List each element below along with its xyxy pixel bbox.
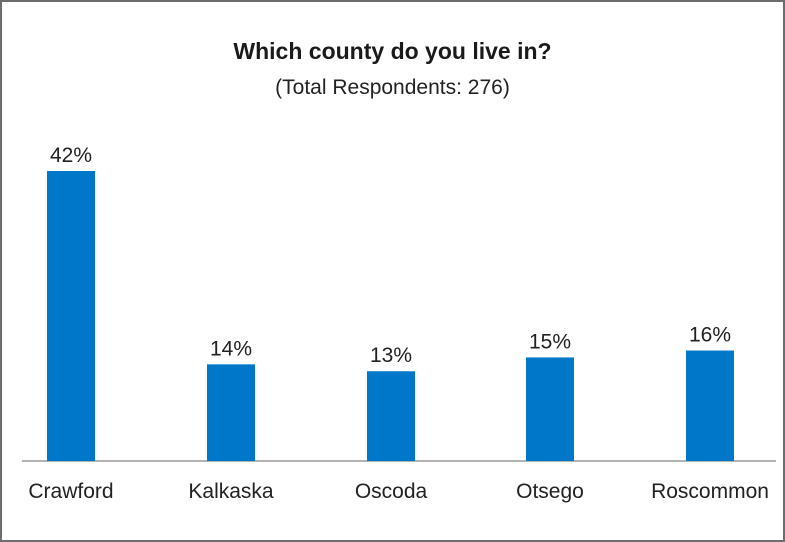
data-label-roscommon: 16% bbox=[689, 324, 731, 347]
data-label-otsego: 15% bbox=[529, 330, 571, 353]
data-label-crawford: 42% bbox=[50, 144, 92, 167]
data-label-kalkaska: 14% bbox=[210, 337, 252, 360]
category-label-kalkaska: Kalkaska bbox=[188, 480, 274, 503]
bar-kalkaska bbox=[207, 364, 255, 461]
category-label-roscommon: Roscommon bbox=[651, 480, 769, 503]
bar-oscoda bbox=[367, 371, 415, 461]
category-label-otsego: Otsego bbox=[516, 480, 584, 503]
bar-otsego bbox=[526, 357, 574, 461]
chart-subtitle: (Total Respondents: 276) bbox=[275, 76, 510, 99]
bar-roscommon bbox=[686, 350, 734, 461]
category-label-crawford: Crawford bbox=[28, 480, 113, 503]
category-label-oscoda: Oscoda bbox=[355, 480, 428, 503]
bar-crawford bbox=[47, 171, 95, 461]
data-label-oscoda: 13% bbox=[370, 344, 412, 367]
chart-title: Which county do you live in? bbox=[233, 38, 552, 64]
